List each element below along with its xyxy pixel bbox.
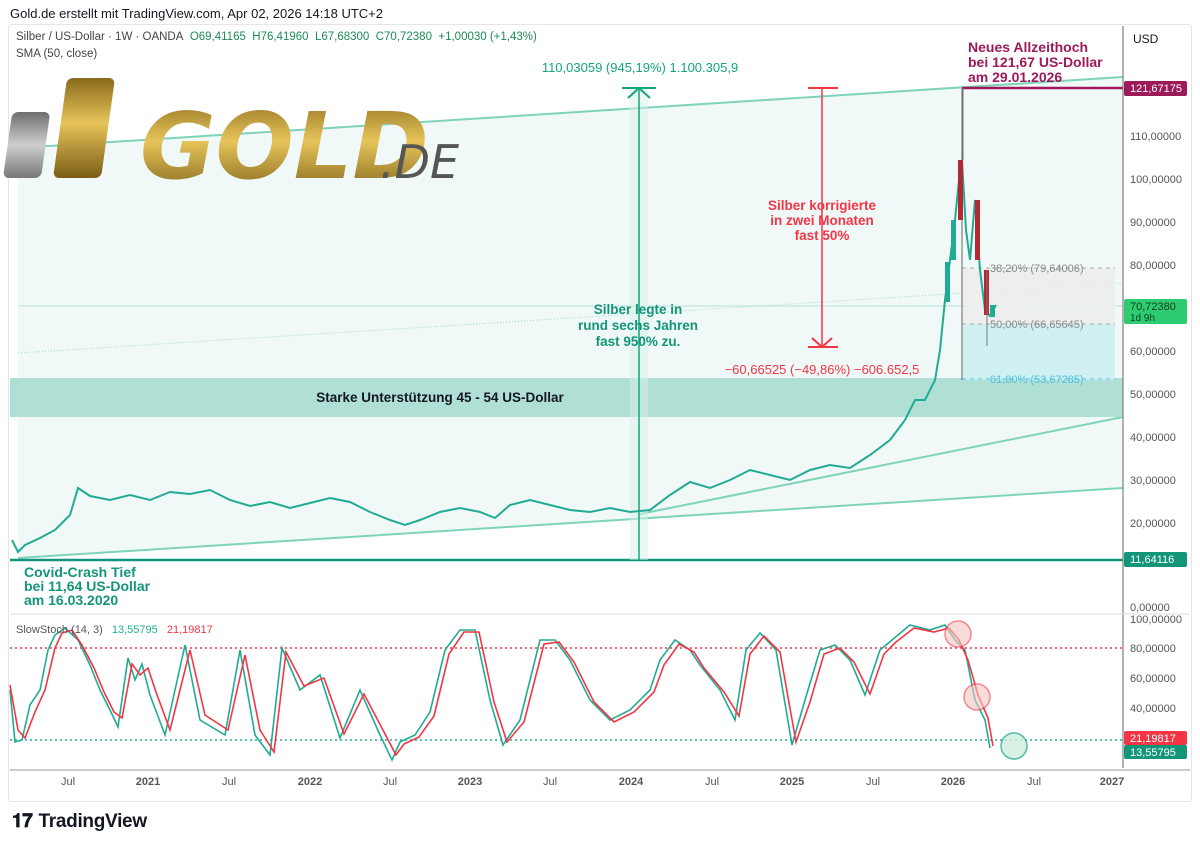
svg-text:Jul: Jul — [383, 776, 397, 788]
stoch-d-line — [9, 627, 994, 757]
ath-annotation: Neues Allzeithoch bei 121,67 US-Dollar a… — [968, 39, 1103, 85]
fib-618-label: 61,80% (53,67285) — [990, 374, 1084, 386]
svg-text:Jul: Jul — [61, 776, 75, 788]
loss-annotation: Silber korrigierte in zwei Monaten fast … — [768, 198, 877, 243]
tradingview-icon: 𝟏𝟕 — [12, 811, 33, 832]
svg-text:Neues Allzeithoch: Neues Allzeithoch — [968, 39, 1088, 55]
ath-price-badge — [1124, 81, 1187, 96]
currency-label[interactable]: USD — [1133, 32, 1159, 46]
chart-frame — [8, 24, 1192, 802]
sma-legend[interactable]: SMA (50, close) — [16, 48, 98, 60]
svg-text:40,00000: 40,00000 — [1130, 703, 1176, 715]
stoch-axis-ticks: 100,00000 80,00000 60,00000 40,00000 — [1130, 614, 1182, 715]
svg-text:30,00000: 30,00000 — [1130, 475, 1176, 487]
svg-text:121,67175: 121,67175 — [1130, 83, 1182, 95]
fib-50-label: 50,00% (66,65645) — [990, 319, 1084, 331]
svg-text:2026: 2026 — [941, 776, 965, 788]
mid-trendline — [639, 416, 1124, 515]
symbol-legend: Silber / US-Dollar · 1W · OANDA O69,4116… — [16, 31, 537, 43]
svg-text:90,00000: 90,00000 — [1130, 217, 1176, 229]
svg-text:0,00000: 0,00000 — [1130, 602, 1170, 614]
svg-text:70,72380: 70,72380 — [1130, 301, 1176, 313]
svg-text:100,00000: 100,00000 — [1130, 614, 1182, 626]
svg-text:bei 11,64 US-Dollar: bei 11,64 US-Dollar — [24, 578, 151, 594]
covid-low-annotation: Covid-Crash Tief bei 11,64 US-Dollar am … — [24, 564, 151, 608]
svg-text:in zwei Monaten: in zwei Monaten — [770, 213, 874, 228]
svg-text:2022: 2022 — [298, 776, 322, 788]
svg-text:2024: 2024 — [619, 776, 644, 788]
svg-text:fast 50%: fast 50% — [795, 228, 850, 243]
svg-text:60,00000: 60,00000 — [1130, 673, 1176, 685]
svg-text:bei 121,67 US-Dollar: bei 121,67 US-Dollar — [968, 54, 1103, 70]
stoch-highlight-1 — [944, 620, 972, 648]
fib-zone-lower — [962, 324, 1115, 380]
gain-annotation: Silber legte in rund sechs Jahren fast 9… — [578, 302, 698, 349]
support-zone — [10, 378, 1123, 417]
stoch-d-badge — [1124, 731, 1187, 745]
svg-text:80,00000: 80,00000 — [1130, 260, 1176, 272]
svg-text:GOLD: GOLD — [140, 93, 429, 200]
time-axis-ticks: Jul 2021 Jul 2022 Jul 2023 Jul 2024 Jul … — [61, 776, 1124, 788]
svg-text:60,00000: 60,00000 — [1130, 346, 1176, 358]
stoch-highlight-2 — [963, 683, 991, 711]
svg-text:Jul: Jul — [222, 776, 236, 788]
trend-channel-fill — [18, 77, 1123, 558]
stoch-k-line — [9, 624, 991, 762]
svg-text:Jul: Jul — [866, 776, 880, 788]
tradingview-logo[interactable]: 𝟏𝟕 TradingView — [12, 811, 147, 832]
svg-text:am 16.03.2020: am 16.03.2020 — [24, 592, 118, 608]
svg-text:21,19817: 21,19817 — [1130, 733, 1176, 745]
gold-de-logo: GOLD .DE — [3, 78, 459, 200]
svg-text:20,00000: 20,00000 — [1130, 518, 1176, 530]
svg-text:2025: 2025 — [780, 776, 804, 788]
stoch-k-badge — [1124, 745, 1187, 759]
upper-trendline — [17, 76, 1124, 149]
stoch-highlight-3 — [1000, 732, 1028, 760]
attribution-header: Gold.de erstellt mit TradingView.com, Ap… — [10, 6, 383, 21]
support-label: Starke Unterstützung 45 - 54 US-Dollar — [316, 390, 564, 405]
svg-text:40,00000: 40,00000 — [1130, 432, 1176, 444]
gain-measure-label: 110,03059 (945,19%) 1.100.305,9 — [542, 60, 738, 75]
svg-text:Jul: Jul — [543, 776, 557, 788]
svg-text:Jul: Jul — [705, 776, 719, 788]
svg-text:fast 950% zu.: fast 950% zu. — [596, 334, 681, 349]
svg-text:13,55795: 13,55795 — [1130, 747, 1176, 759]
svg-text:Silber korrigierte: Silber korrigierte — [768, 198, 877, 213]
svg-text:2027: 2027 — [1100, 776, 1124, 788]
svg-text:Jul: Jul — [1027, 776, 1041, 788]
svg-text:2023: 2023 — [458, 776, 482, 788]
svg-text:1d 9h: 1d 9h — [1130, 313, 1155, 324]
lower-trendline — [17, 487, 1124, 559]
svg-text:am 29.01.2026: am 29.01.2026 — [968, 69, 1062, 85]
svg-text:rund sechs Jahren: rund sechs Jahren — [578, 318, 698, 333]
stoch-legend[interactable]: SlowStoch (14, 3) 13,55795 21,19817 — [16, 624, 213, 636]
svg-text:Covid-Crash Tief: Covid-Crash Tief — [24, 564, 136, 580]
candles-accent — [945, 88, 995, 346]
svg-text:50,00000: 50,00000 — [1130, 389, 1176, 401]
price-axis-ticks: 110,00000 100,00000 90,00000 80,00000 60… — [1130, 131, 1182, 614]
svg-text:2021: 2021 — [136, 776, 160, 788]
fib-382-label: 38,20% (79,64006) — [990, 263, 1084, 275]
svg-text:11,64116: 11,64116 — [1130, 554, 1174, 566]
svg-text:.DE: .DE — [380, 135, 459, 189]
svg-text:80,00000: 80,00000 — [1130, 643, 1176, 655]
svg-text:100,00000: 100,00000 — [1130, 174, 1182, 186]
loss-measure-label: −60,66525 (−49,86%) −606.652,5 — [725, 362, 920, 377]
svg-text:Silber legte in: Silber legte in — [594, 302, 683, 317]
current-price-badge — [1124, 299, 1187, 324]
low-price-badge — [1124, 552, 1187, 567]
svg-text:110,00000: 110,00000 — [1130, 131, 1181, 143]
